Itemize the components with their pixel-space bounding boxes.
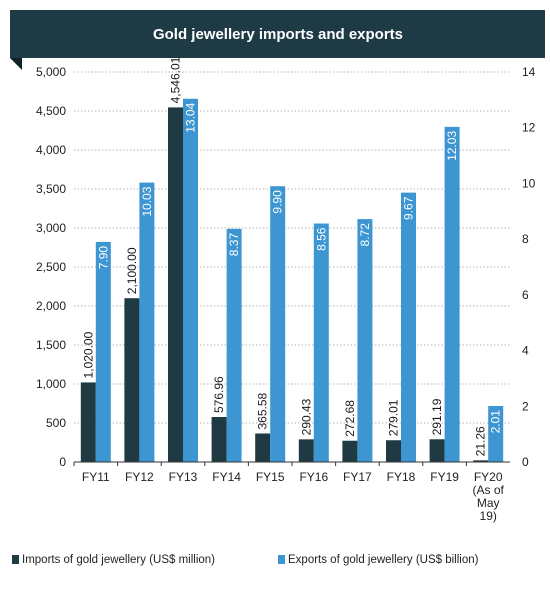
legend: Imports of gold jewellery (US$ million) E… <box>12 554 479 566</box>
x-tick-label: FY11 <box>82 470 110 484</box>
x-tick-label: FY13 <box>169 470 198 484</box>
y-left-tick-label: 4,500 <box>36 104 66 118</box>
x-tick-label-line: May <box>477 496 500 510</box>
x-tick-label-line: FY16 <box>299 470 328 484</box>
imports-bar <box>80 382 96 462</box>
y-left-tick-label: 3,000 <box>36 221 66 235</box>
exports-data-label: 13.04 <box>184 102 198 132</box>
imports-data-label: 2,100.00 <box>125 247 139 294</box>
exports-data-label: 12.03 <box>445 131 459 161</box>
x-tick-label-line: FY19 <box>430 470 459 484</box>
x-tick-label-line: FY18 <box>387 470 416 484</box>
exports-bar <box>488 406 504 462</box>
x-tick-label-line: (As of <box>473 483 505 497</box>
y-right-tick-label: 0 <box>522 455 529 469</box>
exports-data-label: 9.67 <box>402 196 416 220</box>
imports-data-label: 1,020.00 <box>81 331 95 378</box>
title-banner-fold <box>10 58 22 70</box>
y-right-tick-label: 2 <box>522 399 529 413</box>
axes-layer: 0 500 1,000 1,500 2,000 2,500 3,000 3,500 4,000 4… <box>36 65 536 523</box>
legend-label-imports: Imports of gold jewellery (US$ million) <box>22 554 215 566</box>
y-left-tick-label: 1,500 <box>36 338 66 352</box>
exports-bar <box>226 228 242 462</box>
title-banner: Gold jewellery imports and exports <box>10 10 545 70</box>
imports-data-label: 272.68 <box>343 400 357 437</box>
imports-data-label: 576.96 <box>212 376 226 413</box>
x-tick-label-line: FY15 <box>256 470 285 484</box>
chart-title: Gold jewellery imports and exports <box>153 26 403 43</box>
x-tick-label: FY12 <box>125 470 154 484</box>
y-left-tick-label: 3,500 <box>36 182 66 196</box>
imports-data-label: 279.01 <box>387 399 401 436</box>
title-banner-bg <box>10 10 545 58</box>
exports-bar <box>139 182 155 463</box>
exports-data-label: 7.90 <box>96 246 110 270</box>
exports-bar <box>401 192 416 462</box>
y-right-tick-label: 6 <box>522 288 529 302</box>
imports-data-label: 291.19 <box>430 398 444 435</box>
x-tick-label: FY18 <box>387 470 416 484</box>
y-left-tick-label: 500 <box>46 416 66 430</box>
y-right-tick-label: 4 <box>522 344 529 358</box>
imports-bar <box>124 298 140 462</box>
y-left-tick-label: 2,500 <box>36 260 66 274</box>
exports-data-label: 2.01 <box>489 410 503 434</box>
imports-bar <box>211 416 227 462</box>
y-left-tick-label: 0 <box>59 455 66 469</box>
imports-data-label: 21.26 <box>474 426 488 456</box>
y-right-tick-label: 10 <box>522 176 536 190</box>
exports-bar <box>313 223 329 462</box>
legend-swatch-imports <box>12 555 19 564</box>
x-tick-label-line: 19) <box>480 509 497 523</box>
exports-bar <box>357 219 373 462</box>
exports-data-label: 10.03 <box>140 186 154 216</box>
exports-bar <box>95 241 111 462</box>
imports-bar <box>386 440 401 462</box>
exports-bar <box>270 186 286 462</box>
imports-bar <box>255 433 271 462</box>
x-tick-label: FY20 (As of May 19) <box>473 470 505 523</box>
y-left-tick-label: 5,000 <box>36 65 66 79</box>
grid-layer <box>74 71 510 424</box>
x-tick-label: FY14 <box>212 470 241 484</box>
x-tick-label-line: FY13 <box>169 470 198 484</box>
x-tick-label: FY16 <box>299 470 328 484</box>
imports-bar <box>168 107 183 462</box>
y-right-tick-label: 12 <box>522 121 536 135</box>
exports-data-label: 8.56 <box>314 227 328 251</box>
imports-data-label: 4,546.01 <box>169 56 183 103</box>
exports-data-label: 9.90 <box>271 190 285 214</box>
imports-bar <box>473 460 489 462</box>
imports-bar <box>298 439 314 462</box>
x-tick-label: FY17 <box>343 470 372 484</box>
y-left-tick-label: 4,000 <box>36 143 66 157</box>
legend-swatch-exports <box>278 555 285 564</box>
exports-data-label: 8.37 <box>227 233 241 257</box>
x-tick-label-line: FY11 <box>82 470 110 484</box>
imports-data-label: 365.58 <box>256 392 270 429</box>
imports-bar <box>342 440 358 462</box>
exports-bar <box>183 98 198 462</box>
imports-data-label: 290.43 <box>299 398 313 435</box>
legend-label-exports: Exports of gold jewellery (US$ billion) <box>288 554 479 566</box>
y-left-tick-label: 2,000 <box>36 299 66 313</box>
y-right-tick-label: 14 <box>522 65 536 79</box>
x-tick-label: FY19 <box>430 470 459 484</box>
exports-data-label: 8.72 <box>358 223 372 247</box>
x-tick-label-line: FY12 <box>125 470 154 484</box>
imports-bar <box>429 439 445 462</box>
x-tick-label-line: FY17 <box>343 470 372 484</box>
y-left-tick-label: 1,000 <box>36 377 66 391</box>
y-right-tick-label: 8 <box>522 232 529 246</box>
x-tick-label-line: FY20 <box>474 470 503 484</box>
x-tick-label: FY15 <box>256 470 285 484</box>
x-tick-label-line: FY14 <box>212 470 241 484</box>
exports-bar <box>444 126 460 462</box>
